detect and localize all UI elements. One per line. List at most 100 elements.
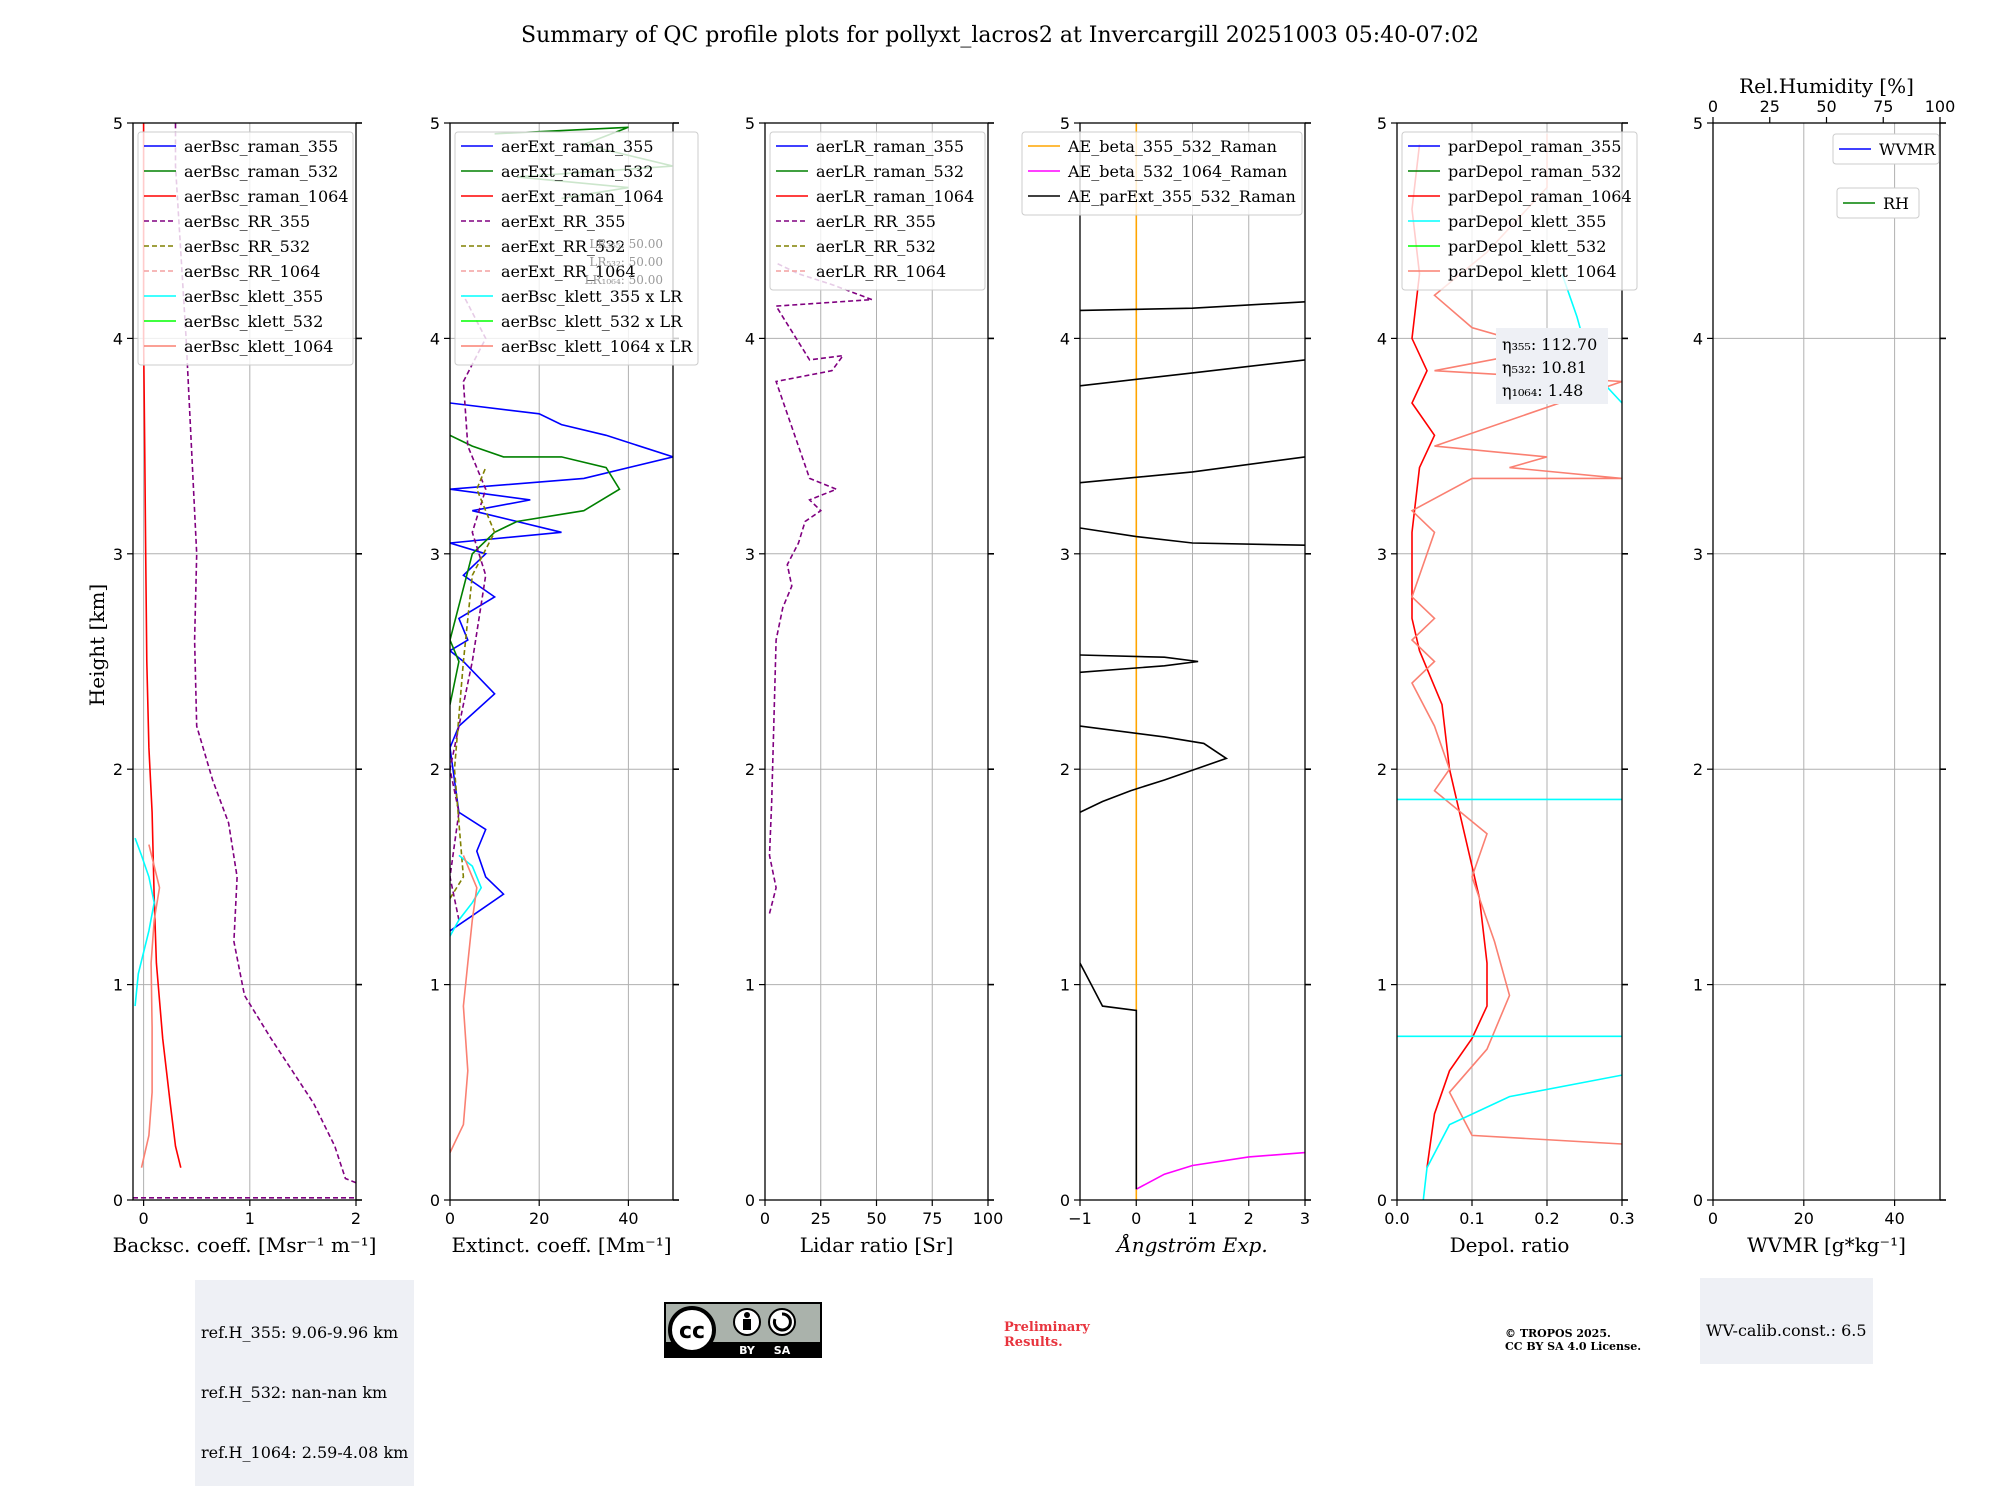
legend-box <box>1836 187 1920 219</box>
preliminary-line-1: Preliminary <box>1004 1320 1090 1335</box>
x-tick-label: 50 <box>866 1209 886 1228</box>
legend-label: aerBsc_RR_355 <box>184 212 310 231</box>
legend-label: parDepol_klett_355 <box>1448 212 1606 231</box>
legend-box <box>1021 131 1303 216</box>
cc-icon <box>668 1306 716 1354</box>
qc-profile-figure: Summary of QC profile plots for pollyxt_… <box>85 23 1955 1257</box>
series-AE_beta_532_1064_Raman <box>1135 1151 1305 1190</box>
legend-label: parDepol_raman_355 <box>1448 137 1621 156</box>
ref-h-532: ref.H_532: nan-nan km <box>201 1383 388 1402</box>
series-AE_parExt_355_532_Raman <box>1080 962 1138 1190</box>
y-tick-label: 2 <box>1060 760 1070 779</box>
series-aerBsc_klett_1064 x LR <box>450 855 478 1153</box>
legend-box <box>454 131 699 366</box>
series-ae_b5 <box>1080 456 1305 484</box>
x-axis-label: Extinct. coeff. [Mm⁻¹] <box>451 1233 671 1257</box>
preliminary-results-note: Preliminary Results. <box>1004 1320 1090 1350</box>
y-tick-label: 4 <box>745 329 755 348</box>
y-tick-label: 2 <box>430 760 440 779</box>
axes-frame <box>1712 122 1941 1201</box>
series-ae_b2 <box>1080 725 1229 814</box>
legend-label: aerExt_RR_532 <box>501 237 625 256</box>
y-tick-label: 4 <box>113 329 123 348</box>
x-tick-label: 0.0 <box>1384 1209 1409 1228</box>
y-tick-label: 4 <box>430 329 440 348</box>
x-tick-label: 0 <box>1131 1209 1141 1228</box>
eta-label: η₁₀₆₄: 1.48 <box>1502 381 1583 400</box>
x-tick-label: 0 <box>1708 1209 1718 1228</box>
y-tick-label: 5 <box>1693 114 1703 133</box>
y-tick-label: 3 <box>1693 545 1703 564</box>
ref-h-355: ref.H_355: 9.06-9.96 km <box>201 1323 399 1342</box>
legend-label: aerBsc_raman_1064 <box>184 187 349 206</box>
y-tick-label: 4 <box>1060 329 1070 348</box>
lr-annotation: LR₅₃₂: 50.00 <box>589 255 663 269</box>
legend-label: AE_parExt_355_532_Raman <box>1067 187 1296 206</box>
lr-annotation: LR₃₅₅: 50.00 <box>589 237 663 251</box>
legend-label: aerExt_raman_532 <box>501 162 654 181</box>
y-tick-label: 5 <box>1060 114 1070 133</box>
panel-bsc: 0 1 2 0 1 2 3 4 5 Backsc. coeff. [Msr⁻¹ m⁻¹] aerBs… <box>113 114 377 1257</box>
y-tick-label: 1 <box>113 976 123 995</box>
y-tick-label: 4 <box>1693 329 1703 348</box>
legend-label: AE_beta_355_532_Raman <box>1067 137 1277 156</box>
y-tick-label: 0 <box>113 1191 123 1210</box>
x-axis-label: Ångström Exp. <box>1115 1232 1267 1257</box>
x-tick-label: 0 <box>139 1209 149 1228</box>
legend-label: parDepol_raman_1064 <box>1448 187 1632 206</box>
top-tick-label: 25 <box>1760 97 1780 116</box>
series-aerExt_raman_532 <box>450 434 621 705</box>
ref-h-1064: ref.H_1064: 2.59-4.08 km <box>201 1443 409 1462</box>
x-tick-label: 20 <box>1794 1209 1814 1228</box>
y-tick-label: 0 <box>1693 1191 1703 1210</box>
series-aerExt_RR_532 <box>450 467 496 899</box>
y-tick-label: 5 <box>1377 114 1387 133</box>
copyright-line-2: CC BY SA 4.0 License. <box>1505 1340 1642 1353</box>
series-parDepol_klett_355 <box>1422 1074 1622 1200</box>
x-tick-label: 0.2 <box>1534 1209 1559 1228</box>
x-tick-label: 0 <box>760 1209 770 1228</box>
x-tick-label: 40 <box>618 1209 638 1228</box>
series-ae_b4 <box>1080 527 1305 546</box>
legend-label: parDepol_klett_532 <box>1448 237 1606 256</box>
series-aerBsc_klett_355 x LR <box>450 854 483 938</box>
legend-box <box>137 131 354 366</box>
x-tick-label: 75 <box>922 1209 942 1228</box>
legend-box <box>769 131 986 291</box>
x-axis-label: Depol. ratio <box>1450 1233 1570 1257</box>
panel-wv: 0 20 40 0 1 2 3 4 5 WVMR [g*kg⁻¹] 0 25 50 75 100 Rel.Hu… <box>1693 74 1955 1257</box>
y-tick-label: 0 <box>745 1191 755 1210</box>
panel-ext: 0 20 40 0 1 2 3 4 5 Extinct. coeff. [Mm⁻¹] aerExt_… <box>430 114 699 1257</box>
axes-frame <box>1396 122 1623 1201</box>
x-tick-label: −1 <box>1068 1209 1092 1228</box>
legend-label: aerBsc_klett_1064 x LR <box>501 337 693 356</box>
svg-text:cc: cc <box>679 1319 705 1344</box>
legend-label: aerLR_raman_1064 <box>816 187 974 206</box>
legend-label: aerBsc_klett_532 <box>184 312 323 331</box>
eta-label: η₅₃₂: 10.81 <box>1502 358 1587 377</box>
x-axis-label: Lidar ratio [Sr] <box>800 1233 954 1257</box>
x-tick-label: 25 <box>811 1209 831 1228</box>
y-tick-label: 1 <box>1693 976 1703 995</box>
y-tick-label: 1 <box>745 976 755 995</box>
eta-box <box>1496 328 1608 404</box>
x-tick-label: 0.3 <box>1609 1209 1634 1228</box>
cc-sa-text: SA <box>774 1344 791 1357</box>
series-ae_b3 <box>1080 654 1199 674</box>
legend-label: aerBsc_RR_1064 <box>184 262 320 281</box>
y-tick-label: 2 <box>745 760 755 779</box>
x-tick-label: 1 <box>1187 1209 1197 1228</box>
top-tick-label: 100 <box>1925 97 1956 116</box>
legend-label: aerExt_raman_355 <box>501 137 654 156</box>
copyright-note: © TROPOS 2025. CC BY SA 4.0 License. <box>1505 1327 1641 1353</box>
x-tick-label: 20 <box>529 1209 549 1228</box>
legend-label: aerLR_RR_355 <box>816 212 936 231</box>
wv-calib-note: WV-calib.const.: 6.5 <box>1700 1278 1873 1364</box>
legend-label: aerLR_RR_1064 <box>816 262 946 281</box>
legend-label: aerBsc_klett_355 x LR <box>501 287 683 306</box>
top-tick-label: 0 <box>1708 97 1718 116</box>
x-axis-label: Backsc. coeff. [Msr⁻¹ m⁻¹] <box>113 1233 377 1257</box>
legend-label: aerLR_raman_532 <box>816 162 964 181</box>
y-tick-label: 5 <box>430 114 440 133</box>
series-aerBsc_klett_355 <box>134 837 156 1007</box>
